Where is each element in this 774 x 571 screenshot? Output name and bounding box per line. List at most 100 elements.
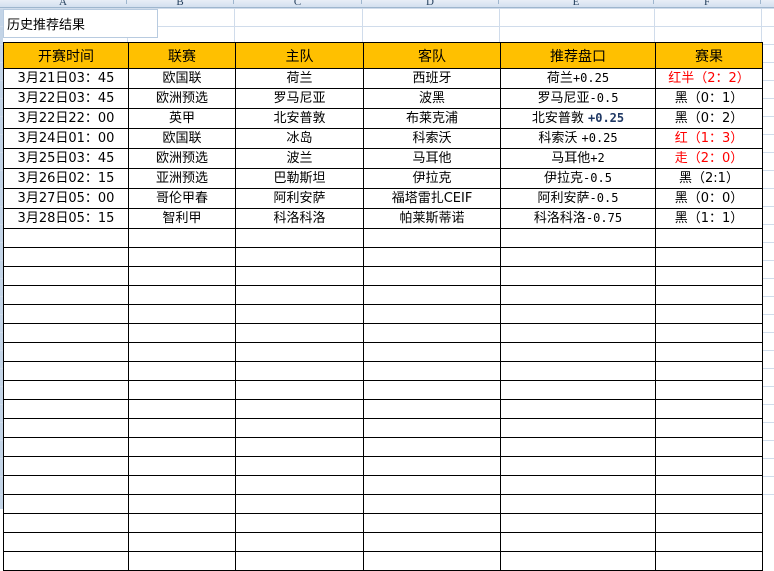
table-row[interactable]: 3月22日03：45 欧洲预选 罗马尼亚 波黑 罗马尼亚-0.5 黑（0：1） bbox=[3, 88, 763, 109]
cell-away-team[interactable]: 波黑 bbox=[363, 88, 501, 109]
sheet-title-cell[interactable]: 历史推荐结果 bbox=[3, 9, 158, 38]
cell-date[interactable]: 3月21日03：45 bbox=[3, 68, 129, 89]
cell-empty[interactable] bbox=[3, 513, 129, 533]
cell-empty[interactable] bbox=[363, 361, 501, 381]
table-row-empty[interactable] bbox=[3, 247, 763, 267]
cell-empty[interactable] bbox=[500, 323, 656, 343]
table-row-empty[interactable] bbox=[3, 380, 763, 400]
cell-empty[interactable] bbox=[655, 380, 763, 400]
cell-league[interactable]: 欧洲预选 bbox=[128, 148, 236, 169]
cell-empty[interactable] bbox=[128, 361, 236, 381]
cell-empty[interactable] bbox=[235, 437, 364, 457]
cell-empty[interactable] bbox=[235, 304, 364, 324]
cell-empty[interactable] bbox=[363, 285, 501, 305]
cell-empty[interactable] bbox=[3, 475, 129, 495]
cell-empty[interactable] bbox=[500, 361, 656, 381]
cell-empty[interactable] bbox=[3, 456, 129, 476]
column-letter-e[interactable]: E bbox=[499, 0, 654, 7]
cell-empty[interactable] bbox=[128, 513, 236, 533]
cell-empty[interactable] bbox=[235, 323, 364, 343]
table-row-empty[interactable] bbox=[3, 323, 763, 343]
cell-empty[interactable] bbox=[3, 380, 129, 400]
status-badge[interactable]: 黑（0：0） bbox=[655, 188, 763, 209]
cell-empty[interactable] bbox=[128, 380, 236, 400]
table-row[interactable]: 3月21日03：45 欧国联 荷兰 西班牙 荷兰+0.25 红半（2：2） bbox=[3, 68, 763, 89]
cell-empty[interactable] bbox=[655, 494, 763, 514]
cell-empty[interactable] bbox=[128, 285, 236, 305]
cell-empty[interactable] bbox=[655, 551, 763, 571]
cell-empty[interactable] bbox=[235, 342, 364, 362]
cell-recommendation[interactable]: 伊拉克-0.5 bbox=[500, 168, 656, 189]
cell-empty[interactable] bbox=[3, 323, 129, 343]
cell-empty[interactable] bbox=[128, 532, 236, 552]
cell-empty[interactable] bbox=[500, 551, 656, 571]
cell-date[interactable]: 3月25日03：45 bbox=[3, 148, 129, 169]
cell-empty[interactable] bbox=[500, 304, 656, 324]
status-badge[interactable]: 黑（0：2） bbox=[655, 108, 763, 129]
cell-recommendation[interactable]: 科索沃 +0.25 bbox=[500, 128, 656, 149]
cell-recommendation[interactable]: 荷兰+0.25 bbox=[500, 68, 656, 89]
cell-empty[interactable] bbox=[3, 361, 129, 381]
cell-empty[interactable] bbox=[363, 513, 501, 533]
cell-empty[interactable] bbox=[363, 380, 501, 400]
cell-empty[interactable] bbox=[128, 304, 236, 324]
cell-away-team[interactable]: 科索沃 bbox=[363, 128, 501, 149]
cell-league[interactable]: 欧国联 bbox=[128, 68, 236, 89]
cell-empty[interactable] bbox=[655, 285, 763, 305]
table-row-empty[interactable] bbox=[3, 475, 763, 495]
cell-empty[interactable] bbox=[3, 228, 129, 248]
cell-empty[interactable] bbox=[235, 494, 364, 514]
cell-empty[interactable] bbox=[363, 266, 501, 286]
cell-empty[interactable] bbox=[655, 342, 763, 362]
cell-empty[interactable] bbox=[500, 456, 656, 476]
cell-empty[interactable] bbox=[3, 285, 129, 305]
cell-date[interactable]: 3月28日05：15 bbox=[3, 208, 129, 229]
cell-empty[interactable] bbox=[500, 342, 656, 362]
table-row-empty[interactable] bbox=[3, 513, 763, 533]
cell-home-team[interactable]: 巴勒斯坦 bbox=[235, 168, 364, 189]
cell-empty[interactable] bbox=[655, 247, 763, 267]
cell-empty[interactable] bbox=[235, 532, 364, 552]
table-row-empty[interactable] bbox=[3, 304, 763, 324]
cell-recommendation[interactable]: 北安普敦 +0.25 bbox=[500, 108, 656, 129]
cell-empty[interactable] bbox=[655, 437, 763, 457]
cell-away-team[interactable]: 帕莱斯蒂诺 bbox=[363, 208, 501, 229]
cell-home-team[interactable]: 科洛科洛 bbox=[235, 208, 364, 229]
cell-league[interactable]: 英甲 bbox=[128, 108, 236, 129]
column-letter-d[interactable]: D bbox=[362, 0, 499, 7]
column-header-date[interactable]: 开赛时间 bbox=[3, 42, 129, 69]
table-row-empty[interactable] bbox=[3, 551, 763, 571]
cell-empty[interactable] bbox=[363, 342, 501, 362]
cell-empty[interactable] bbox=[235, 361, 364, 381]
cell-home-team[interactable]: 罗马尼亚 bbox=[235, 88, 364, 109]
cell-empty[interactable] bbox=[363, 494, 501, 514]
cell-recommendation[interactable]: 马耳他+2 bbox=[500, 148, 656, 169]
table-row-empty[interactable] bbox=[3, 399, 763, 419]
cell-empty[interactable] bbox=[128, 399, 236, 419]
cell-empty[interactable] bbox=[235, 551, 364, 571]
cell-empty[interactable] bbox=[500, 513, 656, 533]
cell-empty[interactable] bbox=[655, 361, 763, 381]
cell-empty[interactable] bbox=[500, 285, 656, 305]
cell-date[interactable]: 3月26日02：15 bbox=[3, 168, 129, 189]
cell-empty[interactable] bbox=[363, 475, 501, 495]
column-header-home[interactable]: 主队 bbox=[235, 42, 364, 69]
cell-empty[interactable] bbox=[363, 323, 501, 343]
cell-home-team[interactable]: 荷兰 bbox=[235, 68, 364, 89]
table-row-empty[interactable] bbox=[3, 532, 763, 552]
cell-empty[interactable] bbox=[655, 475, 763, 495]
cell-empty[interactable] bbox=[235, 418, 364, 438]
cell-empty[interactable] bbox=[500, 266, 656, 286]
cell-empty[interactable] bbox=[235, 456, 364, 476]
cell-empty[interactable] bbox=[363, 399, 501, 419]
table-row[interactable]: 3月28日05：15 智利甲 科洛科洛 帕莱斯蒂诺 科洛科洛-0.75 黑（1：1） bbox=[3, 208, 763, 229]
table-row-empty[interactable] bbox=[3, 437, 763, 457]
cell-empty[interactable] bbox=[500, 475, 656, 495]
cell-empty[interactable] bbox=[128, 456, 236, 476]
column-letter-f[interactable]: F bbox=[654, 0, 761, 7]
table-row[interactable]: 3月22日22：00 英甲 北安普敦 布莱克浦 北安普敦 +0.25 黑（0：2） bbox=[3, 108, 763, 129]
table-row-empty[interactable] bbox=[3, 361, 763, 381]
table-row[interactable]: 3月27日05：00 哥伦甲春 阿利安萨 福塔雷扎CEIF 阿利安萨-0.5 黑（0：0） bbox=[3, 188, 763, 209]
status-badge[interactable]: 红（1：3） bbox=[655, 128, 763, 149]
cell-league[interactable]: 亚洲预选 bbox=[128, 168, 236, 189]
